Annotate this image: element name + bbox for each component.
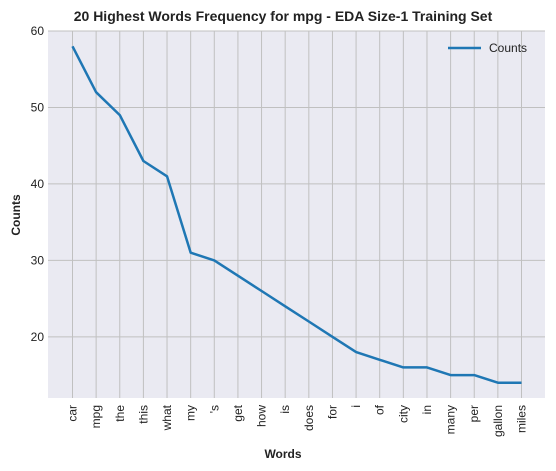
x-tick-label: in bbox=[420, 405, 434, 414]
x-tick-label: the bbox=[113, 405, 127, 422]
x-tick-label: 's bbox=[207, 405, 221, 413]
x-tick-label: is bbox=[278, 405, 292, 414]
x-tick-label: what bbox=[160, 404, 174, 431]
x-tick-label: i bbox=[349, 405, 363, 408]
x-tick-label: car bbox=[66, 405, 80, 422]
y-tick-label: 20 bbox=[31, 330, 45, 344]
x-tick-label: get bbox=[231, 404, 245, 421]
x-tick-label: does bbox=[302, 405, 316, 431]
y-gridlines bbox=[48, 30, 545, 338]
y-tick-labels: 20 30 40 50 60 bbox=[31, 24, 45, 344]
legend: Counts bbox=[448, 41, 527, 55]
legend-label-counts: Counts bbox=[489, 41, 527, 55]
x-tick-label: miles bbox=[515, 405, 529, 433]
x-tick-label: how bbox=[255, 405, 269, 427]
x-tick-label: gallon bbox=[491, 405, 505, 437]
x-tick-labels: car mpg the this what my 's get how is does for i of c… bbox=[66, 404, 529, 437]
x-tick-label: this bbox=[136, 405, 150, 424]
x-tick-label: many bbox=[444, 405, 458, 434]
y-tick-label: 50 bbox=[31, 100, 45, 114]
x-tick-label: city bbox=[396, 405, 410, 423]
y-tick-label: 30 bbox=[31, 253, 45, 267]
x-tick-label: my bbox=[184, 405, 198, 421]
x-axis-label: Words bbox=[264, 447, 301, 461]
y-tick-label: 60 bbox=[31, 24, 45, 38]
chart-title: 20 Highest Words Frequency for mpg - EDA… bbox=[74, 8, 493, 24]
x-tick-label: per bbox=[467, 405, 481, 422]
x-tick-label: for bbox=[325, 405, 339, 419]
plot-area bbox=[48, 31, 545, 398]
series-line-counts bbox=[71, 45, 522, 384]
x-tick-label: mpg bbox=[89, 405, 103, 428]
y-tick-label: 40 bbox=[31, 177, 45, 191]
x-tick-label: of bbox=[373, 404, 387, 415]
y-axis-label: Counts bbox=[9, 194, 23, 236]
